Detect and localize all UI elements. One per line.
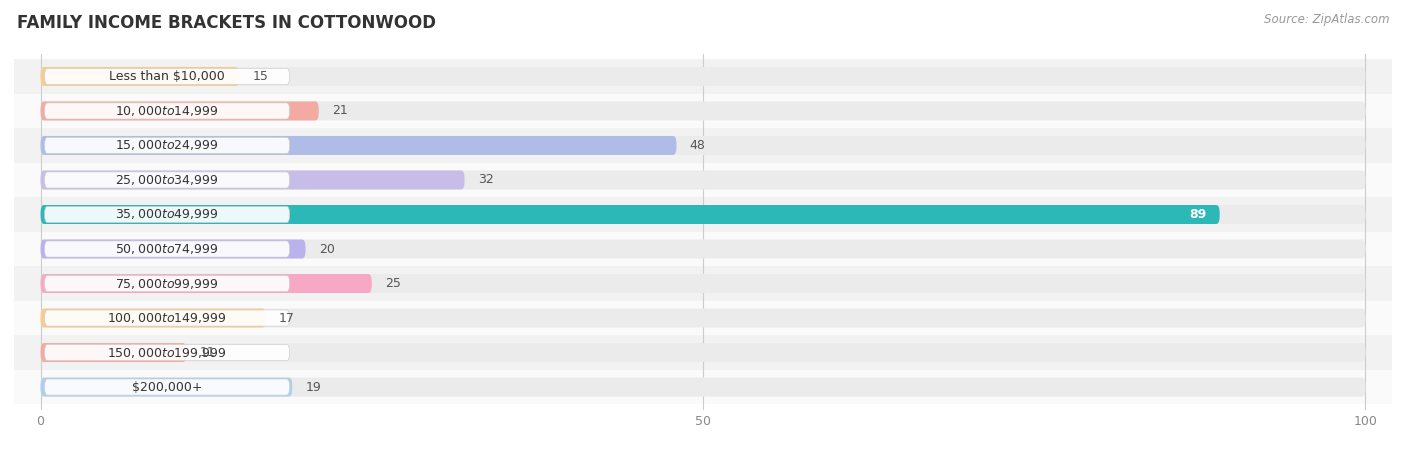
FancyBboxPatch shape — [41, 309, 266, 328]
FancyBboxPatch shape — [45, 275, 290, 292]
Bar — [14, 197, 1392, 232]
FancyBboxPatch shape — [41, 67, 1365, 86]
FancyBboxPatch shape — [41, 171, 464, 189]
FancyBboxPatch shape — [45, 310, 290, 326]
Text: 15: 15 — [253, 70, 269, 83]
FancyBboxPatch shape — [45, 241, 290, 257]
FancyBboxPatch shape — [41, 205, 1220, 224]
Text: 48: 48 — [690, 139, 706, 152]
Bar — [14, 301, 1392, 335]
Text: $200,000+: $200,000+ — [132, 381, 202, 394]
Bar — [14, 94, 1392, 128]
Bar — [14, 163, 1392, 197]
Text: $10,000 to $14,999: $10,000 to $14,999 — [115, 104, 219, 118]
FancyBboxPatch shape — [41, 171, 1365, 189]
FancyBboxPatch shape — [41, 343, 1365, 362]
FancyBboxPatch shape — [41, 309, 1365, 328]
FancyBboxPatch shape — [41, 101, 319, 121]
Text: $100,000 to $149,999: $100,000 to $149,999 — [107, 311, 226, 325]
Bar — [14, 59, 1392, 94]
Text: 19: 19 — [305, 381, 322, 394]
Text: 21: 21 — [332, 104, 347, 117]
FancyBboxPatch shape — [45, 345, 290, 360]
FancyBboxPatch shape — [41, 205, 1365, 224]
FancyBboxPatch shape — [45, 68, 290, 85]
FancyBboxPatch shape — [41, 378, 1365, 396]
FancyBboxPatch shape — [45, 172, 290, 188]
Text: FAMILY INCOME BRACKETS IN COTTONWOOD: FAMILY INCOME BRACKETS IN COTTONWOOD — [17, 14, 436, 32]
Bar — [14, 128, 1392, 163]
FancyBboxPatch shape — [41, 239, 305, 258]
Text: 11: 11 — [200, 346, 215, 359]
FancyBboxPatch shape — [41, 67, 239, 86]
FancyBboxPatch shape — [41, 136, 1365, 155]
Text: 20: 20 — [319, 243, 335, 256]
Text: $15,000 to $24,999: $15,000 to $24,999 — [115, 139, 219, 153]
FancyBboxPatch shape — [41, 136, 676, 155]
Bar — [14, 266, 1392, 301]
FancyBboxPatch shape — [41, 378, 292, 396]
Text: 25: 25 — [385, 277, 401, 290]
FancyBboxPatch shape — [41, 274, 1365, 293]
Text: $150,000 to $199,999: $150,000 to $199,999 — [107, 346, 226, 360]
Text: 17: 17 — [278, 311, 295, 324]
Text: $35,000 to $49,999: $35,000 to $49,999 — [115, 207, 219, 221]
FancyBboxPatch shape — [45, 137, 290, 153]
Bar — [14, 370, 1392, 404]
FancyBboxPatch shape — [41, 274, 371, 293]
FancyBboxPatch shape — [41, 239, 1365, 258]
FancyBboxPatch shape — [45, 207, 290, 223]
Text: $50,000 to $74,999: $50,000 to $74,999 — [115, 242, 219, 256]
Text: $25,000 to $34,999: $25,000 to $34,999 — [115, 173, 219, 187]
Text: $75,000 to $99,999: $75,000 to $99,999 — [115, 276, 219, 291]
FancyBboxPatch shape — [41, 101, 1365, 121]
Text: 32: 32 — [478, 174, 494, 186]
Text: Less than $10,000: Less than $10,000 — [110, 70, 225, 83]
FancyBboxPatch shape — [45, 379, 290, 395]
FancyBboxPatch shape — [41, 343, 187, 362]
Text: 89: 89 — [1189, 208, 1206, 221]
Bar — [14, 335, 1392, 370]
Text: Source: ZipAtlas.com: Source: ZipAtlas.com — [1264, 14, 1389, 27]
FancyBboxPatch shape — [45, 103, 290, 119]
Bar — [14, 232, 1392, 266]
